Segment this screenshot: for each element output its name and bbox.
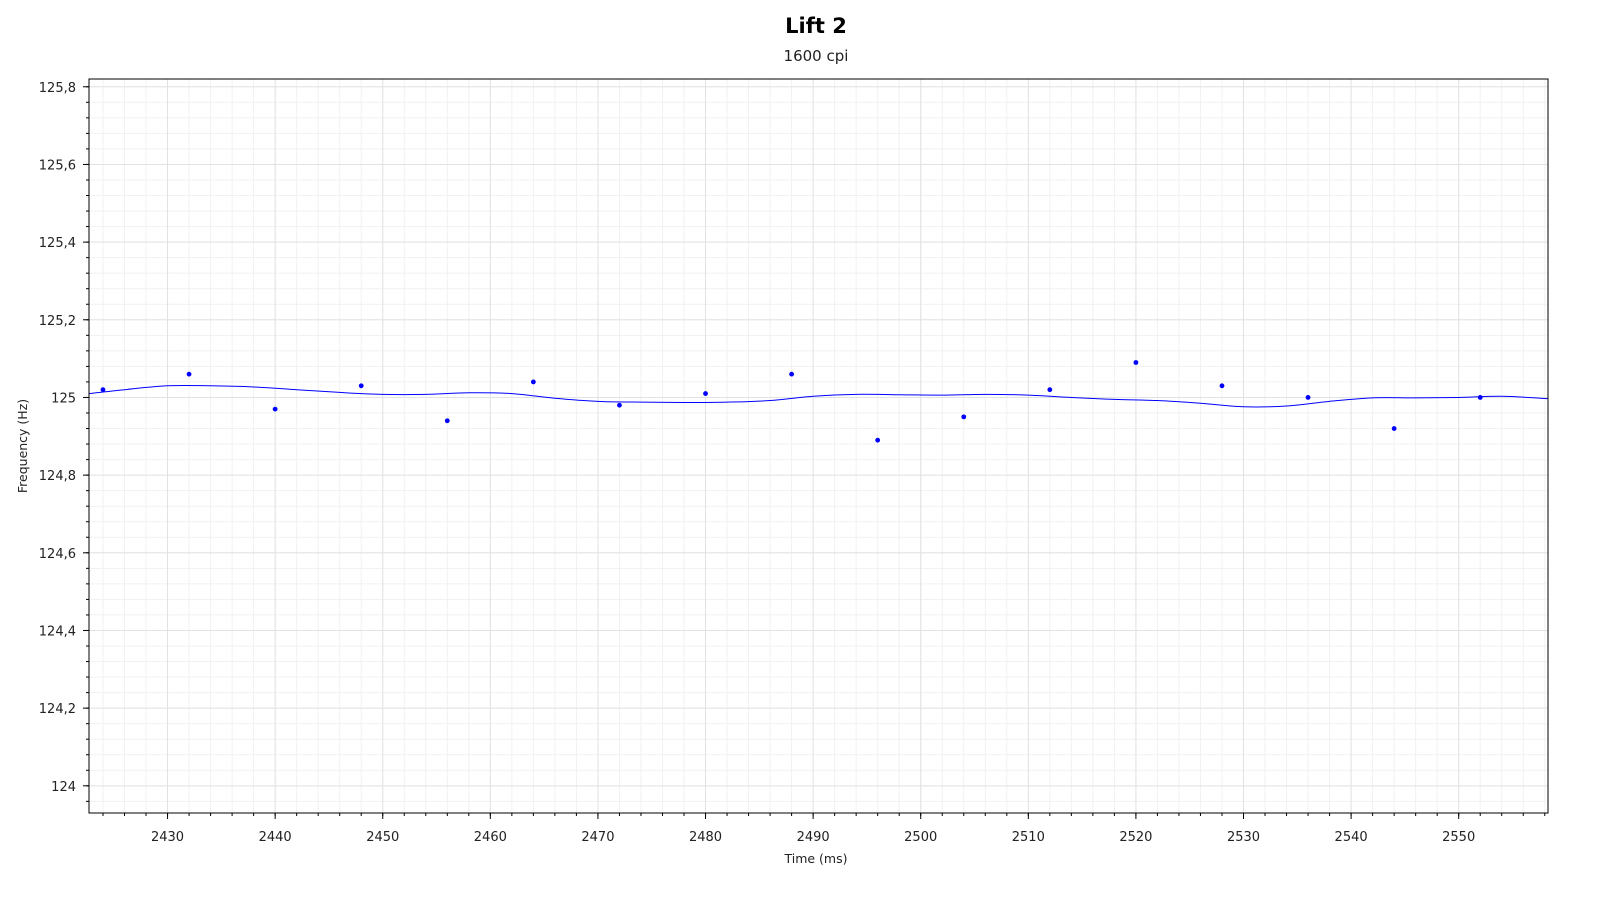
data-points-layer xyxy=(100,360,1483,443)
y-tick-label: 124,6 xyxy=(39,547,76,562)
data-point xyxy=(186,371,192,377)
data-point xyxy=(703,391,708,396)
data-point xyxy=(444,418,450,424)
fit-line xyxy=(88,384,1549,408)
data-point xyxy=(530,379,536,385)
x-tick-label: 2500 xyxy=(904,830,937,845)
y-tick-label: 125,2 xyxy=(39,314,76,329)
y-tick-label: 124,8 xyxy=(39,469,76,484)
data-point xyxy=(1477,395,1483,400)
x-tick-label: 2550 xyxy=(1442,830,1475,845)
x-tick-label: 2520 xyxy=(1119,830,1152,845)
data-point xyxy=(617,402,622,408)
y-axis-label: Frequency (Hz) xyxy=(15,399,30,493)
data-point xyxy=(961,414,967,420)
x-axis: 2430 2440 2450 2460 2470 2480 2490 2500 2510 2520… xyxy=(102,813,1546,845)
plot-area xyxy=(89,79,1548,813)
x-tick-label: 2480 xyxy=(689,830,722,845)
y-tick-label: 125 xyxy=(51,391,76,406)
x-tick-label: 2530 xyxy=(1227,830,1260,845)
x-tick-label: 2510 xyxy=(1012,830,1045,845)
x-tick-label: 2430 xyxy=(151,830,184,845)
chart-title: Lift 2 xyxy=(785,14,847,38)
data-point xyxy=(272,406,278,412)
x-tick-label: 2540 xyxy=(1335,830,1368,845)
data-point xyxy=(1391,426,1397,431)
y-tick-label: 124,2 xyxy=(39,702,76,717)
data-point xyxy=(789,371,795,377)
data-point xyxy=(875,437,881,443)
y-axis: 124 124,2 124,4 124,6 124,8 125 125,2 125,4 125,… xyxy=(39,81,89,802)
data-point xyxy=(1133,360,1139,365)
major-grid xyxy=(89,79,1548,813)
y-tick-label: 125,4 xyxy=(39,236,76,251)
x-tick-label: 2440 xyxy=(259,830,292,845)
x-tick-label: 2450 xyxy=(366,830,399,845)
data-point xyxy=(1305,395,1311,400)
y-tick-label: 124 xyxy=(51,780,76,795)
plot-border xyxy=(88,78,1549,814)
y-tick-label: 125,6 xyxy=(39,158,76,173)
y-tick-label: 125,8 xyxy=(39,81,76,96)
y-tick-label: 124,4 xyxy=(39,624,76,639)
chart-subtitle: 1600 cpi xyxy=(784,47,849,65)
fit-line-layer xyxy=(88,384,1549,408)
data-point xyxy=(358,383,364,389)
data-point xyxy=(1047,387,1053,393)
x-tick-label: 2460 xyxy=(474,830,507,845)
x-tick-label: 2470 xyxy=(581,830,614,845)
data-point xyxy=(1219,383,1225,389)
data-point xyxy=(100,387,106,393)
x-axis-label: Time (ms) xyxy=(783,851,847,866)
x-tick-label: 2490 xyxy=(797,830,830,845)
